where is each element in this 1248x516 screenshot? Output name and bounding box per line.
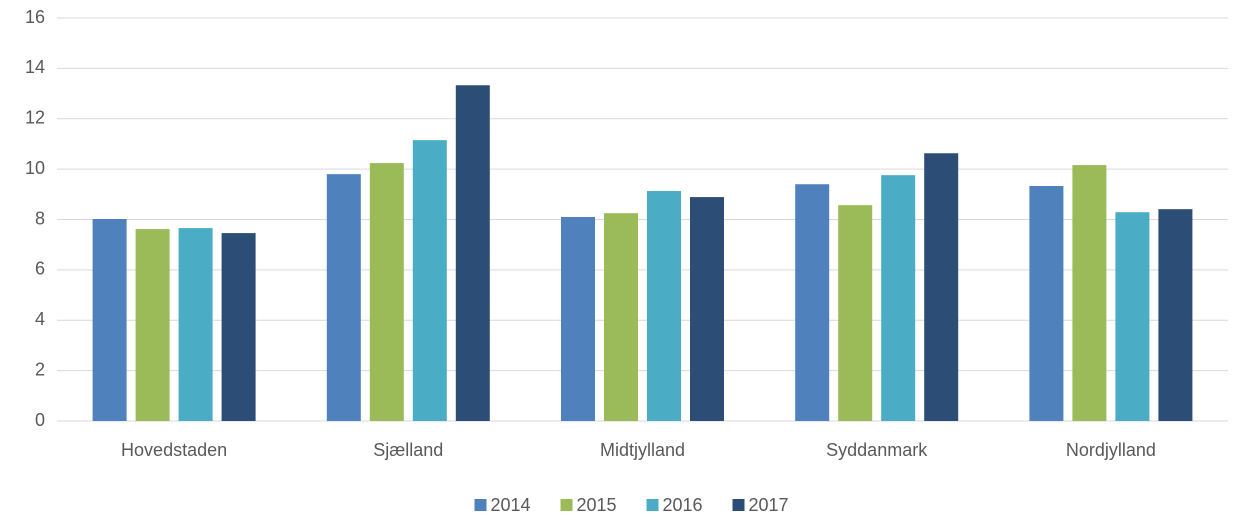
- y-tick-label: 14: [25, 57, 45, 77]
- legend-swatch: [474, 499, 487, 511]
- bar: [1158, 209, 1193, 421]
- bar: [604, 213, 638, 421]
- x-tick-label: Nordjylland: [1066, 440, 1156, 460]
- legend-label: 2016: [663, 495, 703, 515]
- bar: [561, 216, 595, 421]
- legend-label: 2015: [577, 495, 617, 515]
- y-tick-label: 16: [25, 7, 45, 27]
- legend-label: 2014: [491, 495, 531, 515]
- y-tick-label: 4: [35, 309, 45, 329]
- x-tick-label: Hovedstaden: [121, 440, 227, 460]
- bar: [881, 175, 916, 421]
- bar: [924, 153, 959, 421]
- bar: [1029, 186, 1064, 421]
- bar: [412, 140, 447, 422]
- legend-swatch: [560, 499, 573, 511]
- y-tick-label: 0: [35, 410, 45, 430]
- bar: [647, 191, 681, 421]
- bar: [178, 228, 213, 421]
- x-tick-label: Midtjylland: [600, 440, 685, 460]
- bar: [690, 197, 724, 421]
- y-tick-label: 12: [25, 108, 45, 128]
- bar: [369, 163, 404, 421]
- y-tick-label: 2: [35, 359, 45, 379]
- bar: [795, 184, 830, 421]
- y-tick-label: 8: [35, 208, 45, 228]
- legend-label: 2017: [749, 495, 789, 515]
- x-tick-label: Syddanmark: [826, 440, 928, 460]
- y-tick-label: 6: [35, 259, 45, 279]
- bar: [838, 205, 873, 421]
- bar: [92, 218, 127, 421]
- legend-swatch: [732, 499, 745, 511]
- bar: [1072, 165, 1107, 421]
- y-tick-label: 10: [25, 158, 45, 178]
- x-tick-label: Sjælland: [373, 440, 443, 460]
- bar: [135, 229, 170, 421]
- bar: [326, 174, 361, 421]
- bar: [1115, 212, 1150, 421]
- legend-swatch: [646, 499, 659, 511]
- bar: [455, 85, 490, 422]
- bar: [221, 233, 256, 421]
